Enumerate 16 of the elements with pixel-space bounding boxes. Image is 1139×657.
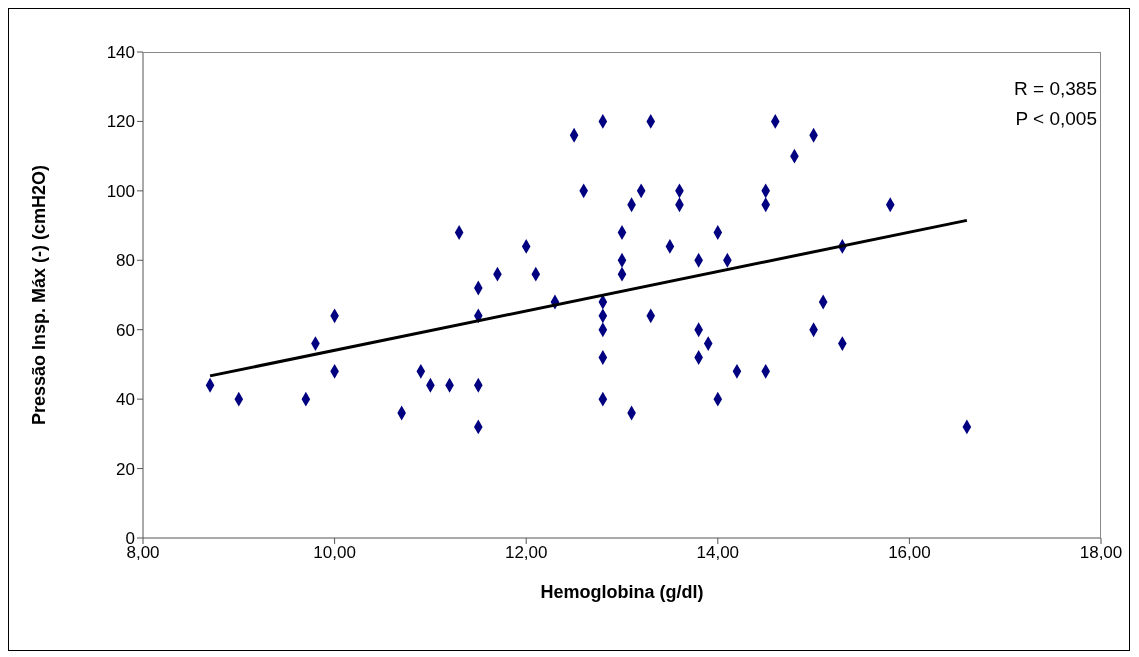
x-tick-label: 10,00: [313, 543, 356, 563]
x-tick-label: 14,00: [696, 543, 740, 563]
y-tick-label: 20: [116, 459, 135, 479]
y-axis-title: Pressão Insp. Máx (-) (cmH2O): [29, 164, 50, 426]
annotation: R = 0,385: [1014, 77, 1097, 101]
y-tick-label: 140: [106, 43, 135, 63]
y-tick-label: 60: [116, 320, 135, 340]
x-tick-label: 18,00: [1079, 543, 1123, 563]
x-tick-label: 12,00: [504, 543, 548, 563]
y-tick-label: 100: [106, 181, 135, 201]
x-axis-title: Hemoglobina (g/dl): [540, 582, 704, 602]
y-tick-label: 80: [116, 251, 135, 271]
annotation: P < 0,005: [1014, 107, 1097, 131]
y-tick-label: 120: [106, 112, 135, 132]
x-tick-label: 16,00: [888, 543, 931, 563]
y-tick-label: 40: [116, 390, 135, 410]
